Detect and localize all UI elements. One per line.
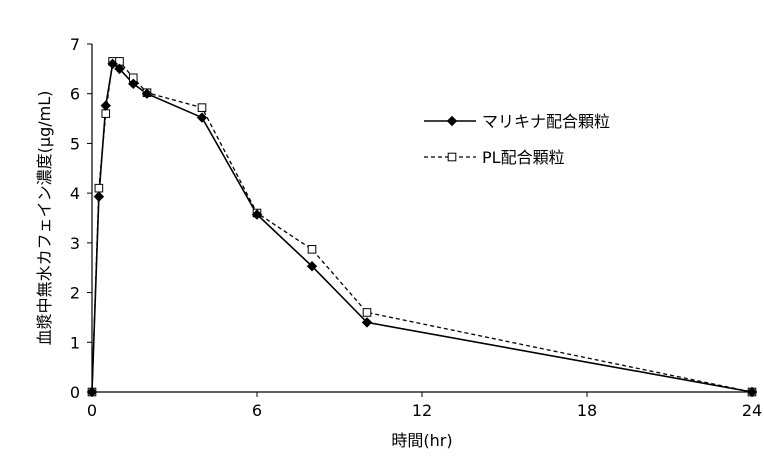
x-tick-label: 6 bbox=[252, 401, 262, 420]
data-point-square bbox=[101, 109, 111, 118]
y-tick-label: 1 bbox=[70, 333, 80, 352]
data-point-diamond bbox=[128, 78, 139, 89]
y-tick-label: 5 bbox=[70, 134, 80, 153]
data-point-square bbox=[197, 103, 207, 112]
data-point-diamond bbox=[93, 191, 105, 202]
y-tick-label: 3 bbox=[70, 234, 80, 253]
data-point-diamond bbox=[100, 100, 111, 111]
data-point-square bbox=[447, 152, 457, 162]
y-tick-label: 0 bbox=[70, 383, 80, 402]
axes-layer bbox=[91, 44, 752, 393]
y-tick-label: 7 bbox=[70, 35, 80, 54]
legend-label: PL配合顆粒 bbox=[482, 148, 565, 167]
data-point-diamond bbox=[86, 386, 98, 398]
data-point-square bbox=[94, 183, 104, 193]
x-tick-label: 18 bbox=[577, 401, 597, 420]
data-point-diamond bbox=[306, 261, 318, 272]
y-tick-label: 4 bbox=[70, 184, 80, 203]
data-point-diamond bbox=[114, 63, 125, 75]
y-axis-title: 血漿中無水カフェイン濃度(μg/mL) bbox=[35, 91, 54, 346]
x-tick-label: 0 bbox=[87, 401, 97, 420]
legend: マリキナ配合顆粒 PL配合顆粒 bbox=[424, 112, 610, 167]
y-tick-label: 6 bbox=[70, 85, 80, 104]
data-point-square bbox=[307, 245, 317, 254]
x-axis-title: 時間(hr) bbox=[391, 431, 452, 450]
series-line bbox=[91, 62, 753, 393]
data-point-square bbox=[362, 308, 372, 317]
series-line bbox=[91, 60, 753, 393]
x-tick-label: 12 bbox=[412, 401, 432, 420]
x-tick-label: 24 bbox=[742, 401, 762, 420]
data-point-diamond bbox=[107, 58, 118, 70]
series-layer bbox=[86, 57, 758, 398]
data-point-diamond bbox=[746, 386, 758, 398]
data-point-diamond bbox=[196, 112, 208, 123]
data-point-diamond bbox=[446, 115, 458, 127]
legend-label: マリキナ配合顆粒 bbox=[482, 112, 610, 131]
y-tick-label: 2 bbox=[70, 284, 80, 303]
data-point-diamond bbox=[361, 317, 373, 328]
data-point-diamond bbox=[251, 209, 263, 220]
data-point-diamond bbox=[141, 88, 153, 99]
